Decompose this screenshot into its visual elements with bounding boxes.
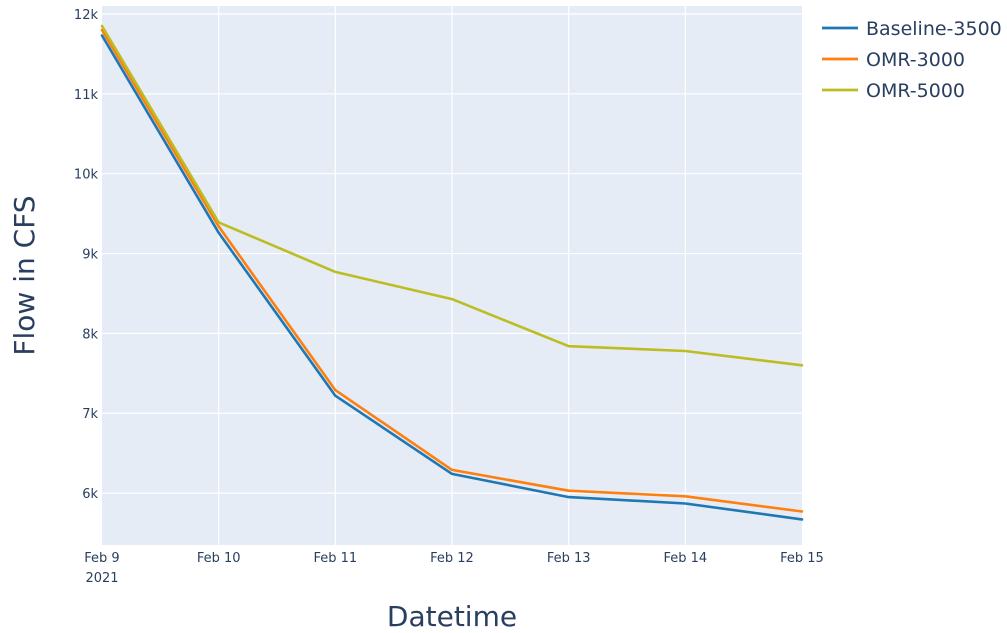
y-tick-label: 6k bbox=[82, 487, 98, 502]
y-tick-label: 11k bbox=[74, 88, 99, 103]
legend-label: OMR-3000 bbox=[866, 49, 965, 71]
x-tick-label: Feb 15 bbox=[780, 551, 824, 566]
y-tick-label: 10k bbox=[74, 168, 99, 183]
y-tick-label: 12k bbox=[74, 8, 99, 23]
x-gridlines bbox=[218, 6, 686, 545]
series-line bbox=[100, 34, 804, 521]
series-line bbox=[100, 24, 804, 367]
series-lines bbox=[100, 24, 804, 521]
legend-item[interactable]: OMR-5000 bbox=[822, 80, 965, 102]
y-tick-label: 8k bbox=[82, 327, 98, 342]
legend-label: Baseline-3500 bbox=[866, 18, 1002, 40]
y-tick-label: 9k bbox=[82, 248, 98, 263]
y-axis-title: Flow in CFS bbox=[8, 195, 41, 355]
legend-item[interactable]: OMR-3000 bbox=[822, 49, 965, 71]
series-line bbox=[100, 28, 804, 513]
x-tick-label: Feb 9 bbox=[84, 551, 119, 566]
legend-item[interactable]: Baseline-3500 bbox=[822, 18, 1002, 40]
y-axis-tick-labels: 6k 7k 8k 9k 10k 11k 12k bbox=[74, 8, 99, 502]
x-tick-label: Feb 14 bbox=[663, 551, 707, 566]
x-axis-title: Datetime bbox=[387, 600, 517, 633]
x-tick-label: Feb 11 bbox=[313, 551, 357, 566]
x-tick-label: Feb 10 bbox=[197, 551, 241, 566]
x-tick-label: Feb 13 bbox=[547, 551, 591, 566]
y-tick-label: 7k bbox=[82, 407, 98, 422]
x-axis-tick-labels: Feb 9 Feb 10 Feb 11 Feb 12 Feb 13 Feb 14 Feb 1… bbox=[84, 551, 824, 566]
x-tick-label: Feb 12 bbox=[430, 551, 474, 566]
legend-label: OMR-5000 bbox=[866, 80, 965, 102]
legend[interactable]: Baseline-3500 OMR-3000 OMR-5000 bbox=[822, 18, 1002, 102]
x-axis-year-label: 2021 bbox=[85, 571, 118, 586]
